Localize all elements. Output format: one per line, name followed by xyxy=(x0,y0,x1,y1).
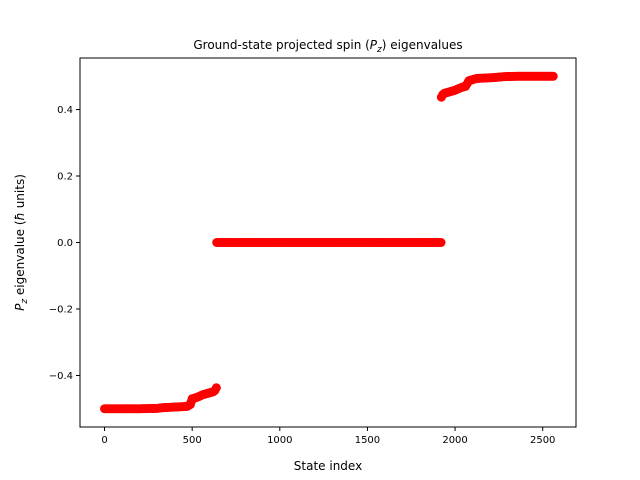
title-var: P xyxy=(370,38,378,52)
title-suffix: ) eigenvalues xyxy=(382,38,463,52)
x-tick-label: 2500 xyxy=(530,435,555,446)
x-tick-label: 500 xyxy=(183,435,202,446)
x-tick-label: 0 xyxy=(101,435,107,446)
ylabel-rest: eigenvalue ( xyxy=(13,220,27,298)
x-tick-label: 1000 xyxy=(267,435,292,446)
data-point xyxy=(436,238,446,247)
title-prefix: Ground-state projected spin ( xyxy=(193,38,369,52)
y-tick-label: −0.4 xyxy=(49,371,73,382)
data-point xyxy=(211,383,221,393)
ylabel-var: P xyxy=(13,303,27,311)
y-tick-label: 0.2 xyxy=(57,172,73,183)
ylabel-subscript: z xyxy=(20,299,30,305)
y-tick-label: −0.2 xyxy=(49,304,73,315)
x-tick-label: 2000 xyxy=(442,435,467,446)
y-tick-label: 0.0 xyxy=(57,238,73,249)
ylabel-hbar: ħ xyxy=(13,212,27,220)
data-points xyxy=(100,71,558,414)
plot-frame xyxy=(79,57,577,428)
data-point xyxy=(548,71,558,81)
x-tick-label: 1500 xyxy=(355,435,380,446)
x-axis-label: State index xyxy=(294,459,362,473)
chart-title: Ground-state projected spin (Pz) eigenva… xyxy=(193,38,462,55)
y-axis-label: Pz eigenvalue (ħ units) xyxy=(13,174,30,311)
ylabel-units: units) xyxy=(13,174,27,212)
y-tick-label: 0.4 xyxy=(57,105,73,116)
title-subscript: z xyxy=(376,45,382,55)
axis-ticks: 0 500 1000 1500 2000 2500 −0.4 −0.2 0.0 0.2 0.4 xyxy=(49,105,556,446)
